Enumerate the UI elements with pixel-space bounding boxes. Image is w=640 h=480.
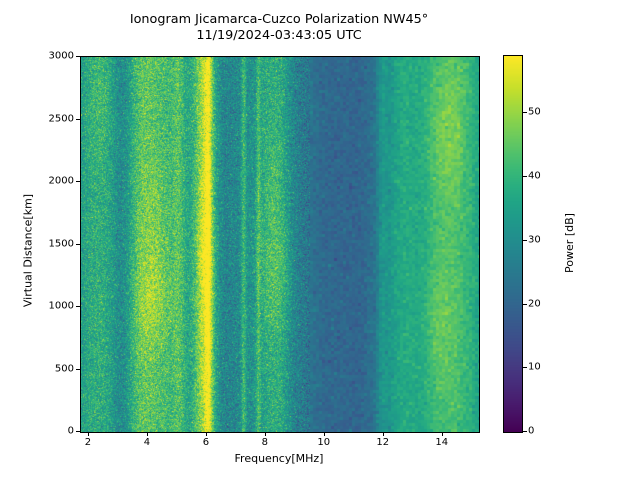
- y-tick-label: 1500: [48, 238, 74, 249]
- x-tick-label: 6: [202, 437, 210, 448]
- colorbar-tick-mark: [523, 367, 527, 369]
- colorbar-tick-label: 10: [528, 361, 541, 373]
- spectrogram-plot[interactable]: [80, 56, 480, 433]
- colorbar-tick-label: 40: [528, 170, 541, 182]
- x-axis-label: Frequency[MHz]: [234, 452, 324, 465]
- colorbar-canvas: [504, 56, 522, 432]
- x-tick-label: 2: [84, 437, 92, 448]
- y-tick-mark: [76, 181, 80, 182]
- colorbar-tick-label: 20: [528, 298, 541, 310]
- y-tick-mark: [76, 306, 80, 307]
- x-tick-label: 10: [317, 437, 331, 448]
- y-tick-label: 2500: [48, 113, 74, 124]
- y-tick-label: 3000: [48, 50, 74, 62]
- y-tick-label: 0: [67, 425, 74, 437]
- x-tick-label: 4: [143, 437, 151, 448]
- spectrogram-canvas: [81, 57, 479, 432]
- title-line-1: Ionogram Jicamarca-Cuzco Polarization NW…: [129, 12, 429, 27]
- y-tick-label: 500: [54, 363, 74, 374]
- x-tick-mark: [205, 432, 207, 436]
- y-tick-mark: [76, 118, 80, 120]
- colorbar-tick-mark: [523, 431, 527, 432]
- x-tick-mark: [264, 432, 266, 436]
- x-tick-mark: [441, 432, 443, 436]
- x-tick-label: 12: [376, 437, 390, 448]
- y-tick-label: 1000: [48, 300, 74, 312]
- colorbar-tick-mark: [523, 112, 527, 114]
- colorbar[interactable]: [503, 55, 523, 433]
- y-tick-mark: [76, 431, 80, 432]
- title-line-2: 11/19/2024-03:43:05 UTC: [196, 28, 362, 43]
- x-tick-label: 14: [435, 437, 449, 448]
- colorbar-tick-mark: [523, 239, 527, 241]
- colorbar-label: Power [dB]: [563, 213, 576, 273]
- colorbar-tick-mark: [523, 176, 527, 178]
- colorbar-tick-label: 0: [528, 425, 535, 437]
- y-tick-mark: [76, 368, 80, 370]
- x-tick-mark: [146, 432, 148, 436]
- x-tick-mark: [323, 432, 325, 436]
- x-tick-label: 8: [261, 437, 269, 448]
- x-tick-mark: [382, 432, 384, 436]
- colorbar-tick-label: 50: [528, 106, 541, 118]
- x-tick-mark: [87, 432, 89, 436]
- colorbar-tick-mark: [523, 303, 527, 305]
- y-tick-label: 2000: [48, 175, 74, 187]
- y-tick-mark: [76, 56, 80, 57]
- page-title: Ionogram Jicamarca-Cuzco Polarization NW…: [80, 12, 478, 44]
- y-tick-mark: [76, 243, 80, 245]
- colorbar-tick-label: 30: [528, 234, 541, 246]
